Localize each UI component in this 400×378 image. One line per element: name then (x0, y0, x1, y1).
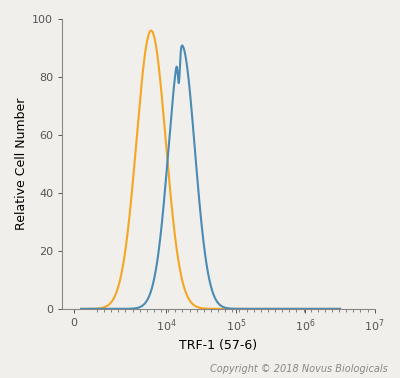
Text: Copyright © 2018 Novus Biologicals: Copyright © 2018 Novus Biologicals (210, 364, 388, 374)
X-axis label: TRF-1 (57-6): TRF-1 (57-6) (180, 339, 258, 352)
Y-axis label: Relative Cell Number: Relative Cell Number (15, 98, 28, 230)
